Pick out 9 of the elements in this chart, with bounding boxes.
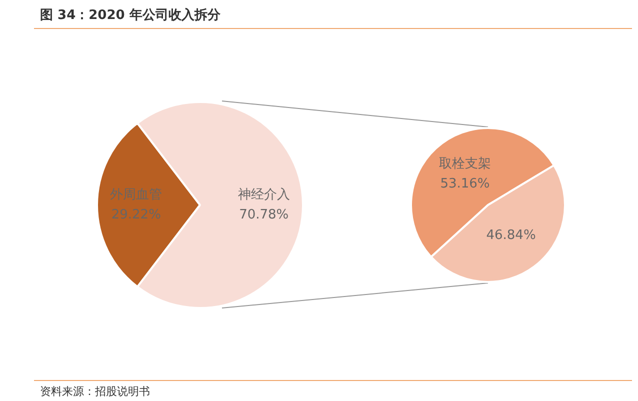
slice-label: 神经介入 <box>238 187 290 202</box>
chart-title: 图 34：2020 年公司收入拆分 <box>40 6 220 24</box>
data-label: 53.16% <box>440 176 490 192</box>
slice-label: 外周血管 <box>110 187 162 202</box>
text: 资料来源：招股说明书 <box>40 384 150 399</box>
data-label: 29.22% <box>111 207 161 222</box>
data-label: 70.78% <box>239 207 289 222</box>
slice-label: 取栓支架 <box>438 156 491 172</box>
data-label: 46.84% <box>486 228 536 244</box>
